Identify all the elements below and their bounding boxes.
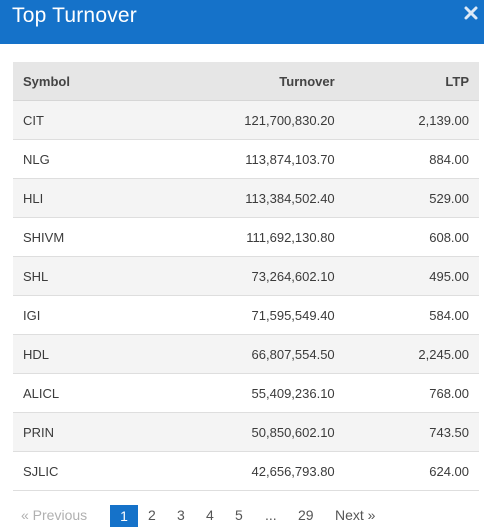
next-button[interactable]: Next » xyxy=(335,507,376,523)
cell-symbol: IGI xyxy=(13,295,151,335)
table-row: PRIN 50,850,602.10 743.50 xyxy=(13,412,479,452)
page-29-button[interactable]: 29 xyxy=(298,507,314,523)
pagination-ellipsis: ... xyxy=(265,507,277,523)
column-header-symbol: Symbol xyxy=(13,62,151,101)
cell-turnover: 73,264,602.10 xyxy=(150,256,345,296)
page-3-button[interactable]: 3 xyxy=(177,507,185,523)
cell-ltp: 884.00 xyxy=(344,139,479,179)
cell-turnover: 111,692,130.80 xyxy=(150,217,345,257)
cell-ltp: 2,139.00 xyxy=(344,100,479,140)
cell-ltp: 584.00 xyxy=(344,295,479,335)
cell-turnover: 42,656,793.80 xyxy=(150,451,345,491)
cell-ltp: 2,245.00 xyxy=(344,334,479,374)
page-5-button[interactable]: 5 xyxy=(235,507,243,523)
previous-button[interactable]: « Previous xyxy=(21,507,88,523)
cell-symbol: SHIVM xyxy=(13,217,151,257)
page-2-button[interactable]: 2 xyxy=(148,507,156,523)
page-4-button[interactable]: 4 xyxy=(206,507,214,523)
column-header-turnover: Turnover xyxy=(150,62,345,101)
cell-turnover: 55,409,236.10 xyxy=(150,373,345,413)
column-header-ltp: LTP xyxy=(344,62,479,101)
cell-ltp: 624.00 xyxy=(344,451,479,491)
cell-turnover: 121,700,830.20 xyxy=(150,100,345,140)
cell-turnover: 113,874,103.70 xyxy=(150,139,345,179)
cell-symbol: CIT xyxy=(13,100,151,140)
cell-turnover: 113,384,502.40 xyxy=(150,178,345,218)
cell-turnover: 71,595,549.40 xyxy=(150,295,345,335)
cell-ltp: 608.00 xyxy=(344,217,479,257)
table-row: ALICL 55,409,236.10 768.00 xyxy=(13,373,479,413)
close-icon[interactable] xyxy=(462,4,480,22)
table-header-row: Symbol Turnover LTP xyxy=(13,62,479,101)
dialog-header: Top Turnover xyxy=(0,0,484,44)
cell-symbol: HDL xyxy=(13,334,151,374)
page-1-button[interactable]: 1 xyxy=(110,505,138,527)
table-row: HLI 113,384,502.40 529.00 xyxy=(13,178,479,218)
table-row: SHIVM 111,692,130.80 608.00 xyxy=(13,217,479,257)
cell-symbol: SJLIC xyxy=(13,451,151,491)
table-row: CIT 121,700,830.20 2,139.00 xyxy=(13,100,479,140)
top-turnover-table: Symbol Turnover LTP CIT 121,700,830.20 2… xyxy=(13,62,479,491)
dialog-title: Top Turnover xyxy=(12,4,137,27)
cell-ltp: 495.00 xyxy=(344,256,479,296)
cell-symbol: ALICL xyxy=(13,373,151,413)
cell-ltp: 768.00 xyxy=(344,373,479,413)
pagination: « Previous 1 2 3 4 5 ... 29 Next » xyxy=(13,505,479,527)
cell-ltp: 743.50 xyxy=(344,412,479,452)
table-row: SHL 73,264,602.10 495.00 xyxy=(13,256,479,296)
table-row: HDL 66,807,554.50 2,245.00 xyxy=(13,334,479,374)
cell-symbol: PRIN xyxy=(13,412,151,452)
cell-symbol: HLI xyxy=(13,178,151,218)
cell-symbol: NLG xyxy=(13,139,151,179)
table-row: IGI 71,595,549.40 584.00 xyxy=(13,295,479,335)
table-row: SJLIC 42,656,793.80 624.00 xyxy=(13,451,479,491)
cell-turnover: 66,807,554.50 xyxy=(150,334,345,374)
table-row: NLG 113,874,103.70 884.00 xyxy=(13,139,479,179)
cell-symbol: SHL xyxy=(13,256,151,296)
cell-ltp: 529.00 xyxy=(344,178,479,218)
cell-turnover: 50,850,602.10 xyxy=(150,412,345,452)
